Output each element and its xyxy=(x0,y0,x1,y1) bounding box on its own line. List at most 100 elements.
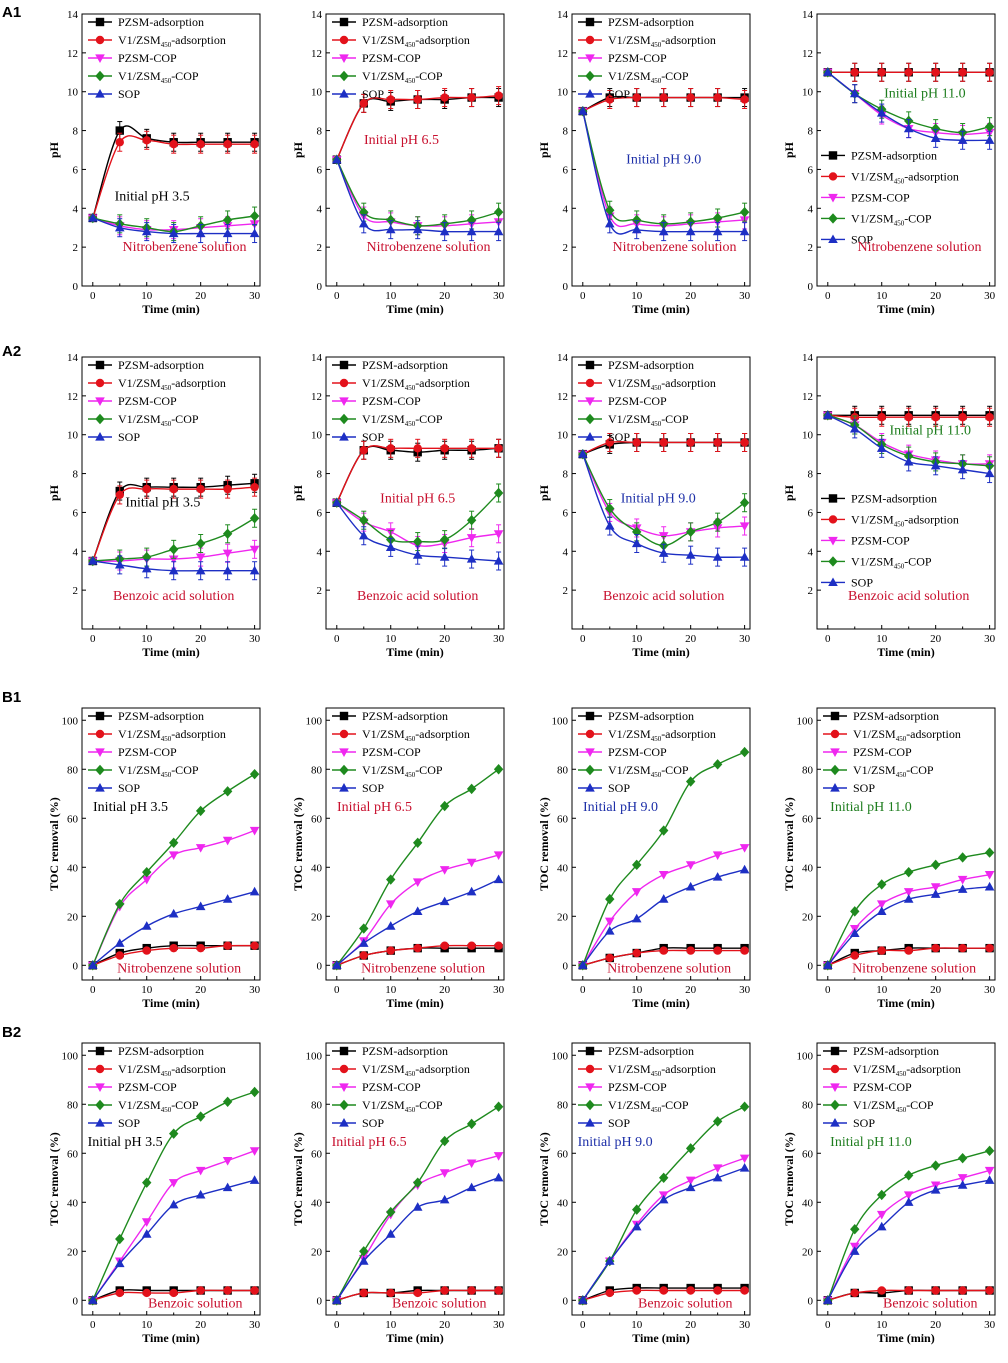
legend-label: PZSM-adsorption xyxy=(608,1044,694,1058)
data-point xyxy=(985,943,994,953)
data-point xyxy=(713,946,722,955)
data-point xyxy=(115,1288,124,1298)
data-point xyxy=(632,859,642,871)
legend-marker xyxy=(585,397,595,406)
annotation-solution: Benzoic solution xyxy=(638,1297,733,1312)
data-point xyxy=(877,946,886,955)
y-tick-label: 20 xyxy=(802,1246,814,1258)
x-tick-label: 20 xyxy=(439,290,451,302)
x-axis-title: Time (min) xyxy=(142,302,199,316)
legend-marker xyxy=(95,711,105,721)
y-tick-label: 40 xyxy=(557,1197,569,1209)
x-axis-title: Time (min) xyxy=(877,302,934,316)
data-point xyxy=(739,226,750,236)
y-axis-title: pH xyxy=(537,141,551,158)
legend-label: PZSM-adsorption xyxy=(853,709,939,723)
legend-label: V1/ZSM450-adsorption xyxy=(118,33,226,49)
data-point xyxy=(658,871,669,880)
data-point xyxy=(358,530,369,540)
legend-label: V1/ZSM450-adsorption xyxy=(851,512,959,528)
y-tick-label: 20 xyxy=(67,1246,79,1258)
data-point xyxy=(439,800,450,812)
x-axis-title: Time (min) xyxy=(632,645,689,659)
data-point xyxy=(903,1191,914,1200)
data-point xyxy=(249,768,260,780)
legend-marker xyxy=(585,764,595,776)
legend-label: SOP xyxy=(853,1116,875,1130)
y-tick-label: 2 xyxy=(563,585,569,597)
legend: PZSM-adsorption V1/ZSM450-adsorption PZSM-… xyxy=(332,709,470,795)
legend-marker xyxy=(95,729,105,739)
legend-label: V1/ZSM450-COP xyxy=(851,554,932,570)
y-tick-label: 8 xyxy=(73,469,79,481)
x-tick-label: 10 xyxy=(631,633,643,645)
annotation-solution: Benzoic acid solution xyxy=(113,589,234,604)
data-point xyxy=(686,438,695,447)
x-tick-label: 30 xyxy=(739,1319,751,1331)
plot-frame xyxy=(571,707,751,981)
data-point xyxy=(439,1135,450,1147)
legend-marker xyxy=(95,35,105,45)
data-point xyxy=(439,896,450,906)
x-tick-label: 30 xyxy=(249,633,261,645)
legend-marker xyxy=(339,711,349,721)
data-point xyxy=(412,1202,423,1211)
data-point xyxy=(493,764,504,775)
legend-marker xyxy=(830,1046,840,1056)
annotation-solution: Benzoic solution xyxy=(883,1297,978,1312)
legend-label: PZSM-COP xyxy=(362,1080,421,1094)
x-tick-label: 10 xyxy=(631,984,643,996)
legend-label: V1/ZSM450-COP xyxy=(118,412,199,428)
data-point xyxy=(358,938,369,947)
y-tick-label: 60 xyxy=(311,1148,323,1160)
data-point xyxy=(195,805,206,817)
legend-marker xyxy=(95,360,105,370)
data-point xyxy=(466,515,477,526)
legend-label: V1/ZSM450-COP xyxy=(118,1098,199,1114)
data-point xyxy=(222,549,233,559)
data-point xyxy=(605,205,615,216)
data-point xyxy=(359,1246,369,1257)
data-point xyxy=(196,943,205,953)
legend-marker xyxy=(585,783,595,792)
data-point xyxy=(658,548,669,557)
data-point xyxy=(386,444,395,453)
data-point xyxy=(712,1116,723,1127)
data-point xyxy=(685,1143,696,1154)
chart-panel-b1-2: 0 20 40 60 80 100 0 10 20 30 Time (min) TOC removal… xyxy=(291,707,505,1010)
x-axis-title: Time (min) xyxy=(877,645,934,659)
data-point xyxy=(195,553,206,563)
data-point xyxy=(196,484,205,494)
y-tick-label: 80 xyxy=(557,1099,569,1111)
data-point xyxy=(605,1288,614,1298)
legend-marker xyxy=(339,378,349,388)
data-point xyxy=(904,413,913,422)
data-point xyxy=(984,871,995,880)
x-tick-label: 0 xyxy=(825,1319,831,1331)
y-tick-label: 4 xyxy=(808,203,814,215)
data-point xyxy=(740,946,749,955)
legend-marker xyxy=(339,413,349,425)
legend-marker xyxy=(585,711,595,721)
data-point xyxy=(739,1162,750,1172)
x-tick-label: 30 xyxy=(249,984,261,996)
y-tick-label: 60 xyxy=(802,813,814,825)
annotation-initial-ph: Initial pH 9.0 xyxy=(583,800,658,815)
x-tick-label: 30 xyxy=(493,984,505,996)
plot-frame xyxy=(81,1042,261,1316)
x-tick-label: 20 xyxy=(685,633,697,645)
plot-frame xyxy=(81,707,261,981)
data-point xyxy=(904,946,913,955)
y-tick-label: 40 xyxy=(311,1197,323,1209)
data-point xyxy=(440,941,449,950)
data-point xyxy=(658,1172,669,1183)
data-point xyxy=(739,864,750,874)
data-point xyxy=(141,1229,152,1238)
legend-marker xyxy=(828,536,838,546)
data-point xyxy=(169,943,178,953)
data-point xyxy=(632,1286,641,1295)
data-point xyxy=(903,1197,914,1206)
data-point xyxy=(142,1288,151,1298)
legend-label: PZSM-COP xyxy=(362,394,421,408)
data-point xyxy=(931,413,940,422)
